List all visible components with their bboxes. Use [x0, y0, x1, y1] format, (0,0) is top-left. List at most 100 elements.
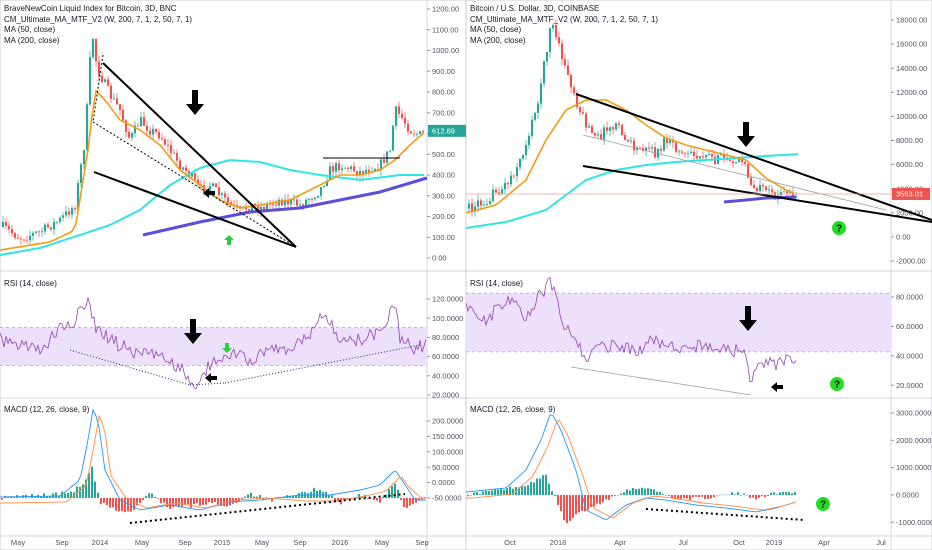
right-candle-body	[674, 142, 678, 152]
right-candle-body	[755, 188, 759, 192]
right-macd-histogram-bar	[629, 490, 631, 495]
left-macd-histogram-bar	[241, 498, 243, 499]
right-candle-body	[476, 200, 480, 207]
left-candle-body	[76, 183, 80, 210]
left-macd-histogram-bar	[175, 498, 177, 507]
left-macd-histogram-bar	[400, 498, 402, 500]
right-time-tick-label: Apr	[614, 538, 626, 547]
left-macd-histogram-bar	[316, 490, 318, 498]
right-candle-body	[623, 134, 627, 140]
right-panel-border	[466, 0, 932, 550]
right-candle-body	[737, 158, 741, 163]
right-candle-body	[506, 182, 510, 185]
left-macd-histogram-bar	[34, 496, 36, 498]
right-macd-histogram-bar	[779, 492, 781, 495]
right-macd-tick-label: -1000.0000	[896, 518, 932, 527]
left-macd-histogram-bar	[139, 498, 141, 504]
left-time-tick-label: 2014	[92, 538, 109, 547]
left-candle-body	[412, 133, 416, 135]
left-macd-histogram-bar	[412, 498, 414, 505]
left-candle-body	[262, 206, 266, 210]
right-macd-histogram-bar	[686, 495, 688, 499]
left-macd-trend-line	[129, 493, 406, 524]
left-candle-body	[4, 221, 8, 227]
left-candle-body	[301, 204, 305, 207]
left-macd-label[interactable]: MACD (12, 26, close, 9)	[4, 405, 90, 414]
left-rsi-line	[0, 296, 427, 390]
right-candle-body	[692, 151, 696, 156]
left-legend-ma200[interactable]: MA (200, close)	[4, 35, 60, 45]
right-macd-histogram-bar	[476, 492, 478, 495]
right-candle-body	[671, 140, 675, 143]
right-candle-body	[563, 59, 567, 66]
left-candle-body	[109, 85, 113, 99]
right-macd-label[interactable]: MACD (12, 26, close, 9)	[470, 405, 556, 414]
right-candle-body	[614, 123, 618, 130]
left-candle-body	[7, 226, 11, 230]
left-rsi-legend: RSI (14, close)	[4, 279, 57, 290]
left-macd-histogram-bar	[193, 498, 195, 505]
left-macd-histogram-bar	[205, 498, 207, 505]
left-legend-title[interactable]: BraveNewCoin Liquid Index for Bitcoin, 3…	[4, 4, 177, 13]
left-macd-histogram-bar	[40, 496, 42, 498]
left-rsi-label[interactable]: RSI (14, close)	[4, 279, 57, 288]
left-macd-histogram-bar	[109, 498, 111, 508]
left-candle-body	[316, 195, 320, 198]
left-macd-histogram-bar	[214, 498, 216, 502]
left-green-up-arrow-icon	[224, 235, 234, 245]
right-legend-ma200[interactable]: MA (200, close)	[470, 35, 526, 45]
right-candle-body	[653, 147, 657, 158]
left-macd-histogram-bar	[418, 498, 420, 500]
right-macd-histogram-bar	[632, 487, 634, 495]
left-price-tick-label: 700.00	[432, 108, 455, 117]
left-macd-histogram-bar	[121, 498, 123, 512]
left-candle-body	[223, 193, 227, 198]
right-rsi-label[interactable]: RSI (14, close)	[470, 279, 523, 288]
right-macd-histogram-bar	[740, 495, 742, 496]
right-macd-histogram-bar	[563, 495, 565, 521]
right-macd-histogram-bar	[533, 482, 535, 495]
left-legend-ultimate-ma[interactable]: CM_Ultimate_MA_MTF_V2 (W, 200, 7, 1, 2, …	[4, 14, 193, 24]
left-candle-body	[145, 125, 149, 131]
left-time-tick-label: Sep	[178, 538, 191, 547]
left-left-arrow-icon	[203, 188, 215, 198]
left-macd-histogram-bar	[385, 494, 387, 498]
left-candle-body	[34, 231, 38, 233]
right-macd-histogram-bar	[773, 492, 775, 495]
right-legend-title[interactable]: Bitcoin / U.S. Dollar, 3D, COINBASE	[470, 4, 600, 13]
right-legend-ultimate-ma[interactable]: CM_Ultimate_MA_MTF_V2 (W, 200, 7, 1, 2, …	[470, 14, 659, 24]
right-candle-body	[515, 167, 519, 177]
left-macd-tick-label: 50.0000	[432, 463, 459, 472]
right-candle-body	[500, 189, 504, 194]
left-candle-body	[271, 203, 275, 205]
left-macd-histogram-bar	[250, 492, 252, 498]
right-macd-tick-label: 3000.0000	[896, 409, 931, 418]
right-candle-body	[596, 134, 600, 136]
left-macd-histogram-bar	[94, 481, 96, 498]
right-macd-histogram-bar	[509, 486, 511, 495]
left-left-arrow-icon	[205, 373, 217, 383]
right-macd-histogram-bar	[680, 495, 682, 499]
left-macd-histogram-bar	[307, 493, 309, 498]
right-grey-trendline	[582, 134, 887, 211]
right-candle-body	[746, 163, 750, 178]
left-macd-histogram-bar	[223, 498, 225, 507]
left-candle-body	[265, 203, 269, 210]
left-candle-body	[16, 237, 20, 239]
left-wedge-upper-trendline	[102, 62, 297, 248]
left-macd-histogram-bar	[262, 498, 264, 501]
left-macd-histogram-bar	[367, 498, 369, 499]
right-price-tick-label: 12000.00	[896, 88, 927, 97]
right-macd-histogram-bar	[734, 494, 736, 495]
left-macd-tick-label: 200.0000	[432, 417, 463, 426]
right-candle-body	[608, 127, 612, 131]
left-legend-ma50[interactable]: MA (50, close)	[4, 25, 56, 34]
left-green-down-arrow-icon	[222, 343, 232, 353]
left-candle-body	[391, 125, 395, 151]
left-wedge-lower-trendline	[93, 171, 297, 248]
right-macd-histogram-bar	[710, 495, 712, 499]
right-macd-histogram-bar	[746, 495, 748, 496]
right-macd-histogram-bar	[737, 492, 739, 495]
right-legend-ma50[interactable]: MA (50, close)	[470, 25, 522, 34]
left-candle-body	[328, 166, 332, 181]
